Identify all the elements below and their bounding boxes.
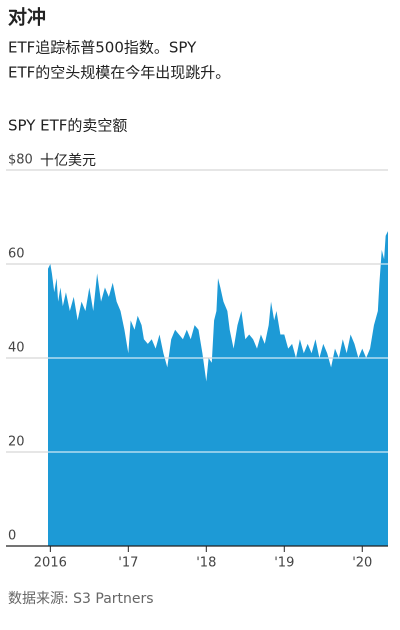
y-tick-label: $80 <box>8 153 33 168</box>
area <box>48 231 388 546</box>
y-tick-label: 20 <box>8 435 25 450</box>
x-tick-label: '19 <box>274 556 294 571</box>
y-tick-label: 60 <box>8 247 25 262</box>
y-tick-label: 0 <box>8 529 16 544</box>
x-tick-label: 2016 <box>34 556 67 571</box>
y-unit: 十亿美元 <box>40 153 96 169</box>
chart-title: SPY ETF的卖空额 <box>8 117 127 135</box>
subtitle-line: ETF追踪标普500指数。SPY <box>8 39 197 57</box>
source: 数据来源: S3 Partners <box>8 591 154 607</box>
y-tick-label: 40 <box>8 341 25 356</box>
x-tick-label: '20 <box>352 556 372 571</box>
title: 对冲 <box>8 6 46 29</box>
subtitle-line: ETF的空头规模在今年出现跳升。 <box>8 64 230 82</box>
x-tick-label: '17 <box>118 556 138 571</box>
x-tick-label: '18 <box>196 556 216 571</box>
